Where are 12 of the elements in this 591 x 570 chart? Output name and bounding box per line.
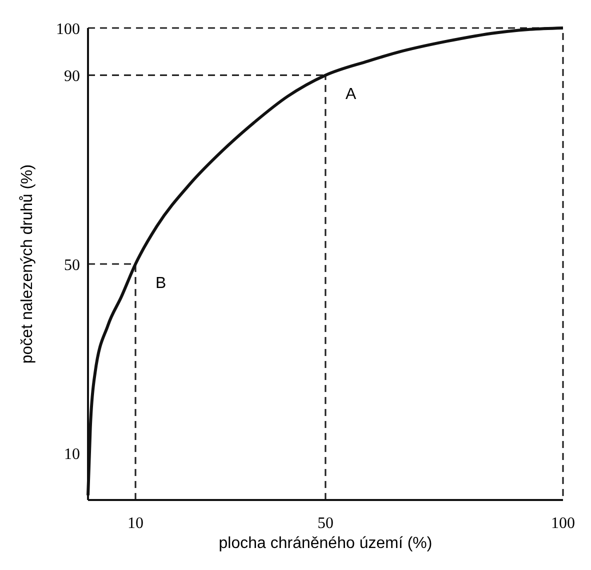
y-tick-label: 100	[56, 21, 80, 38]
annotation: B	[156, 275, 166, 292]
y-tick-label: 50	[64, 257, 80, 274]
line-series	[86, 26, 564, 497]
annotation: A	[346, 86, 356, 104]
y-tick-label: 90	[64, 68, 80, 86]
x-tick-label: 50	[318, 515, 334, 532]
x-tick-label: 100	[551, 515, 575, 532]
y-axis-title: počet nalezených druhů (%)	[19, 164, 36, 364]
y-tick-label: 10	[64, 446, 80, 463]
x-tick-label: 10	[128, 515, 144, 532]
x-axis-title: plocha chráněného území (%)	[218, 535, 432, 552]
